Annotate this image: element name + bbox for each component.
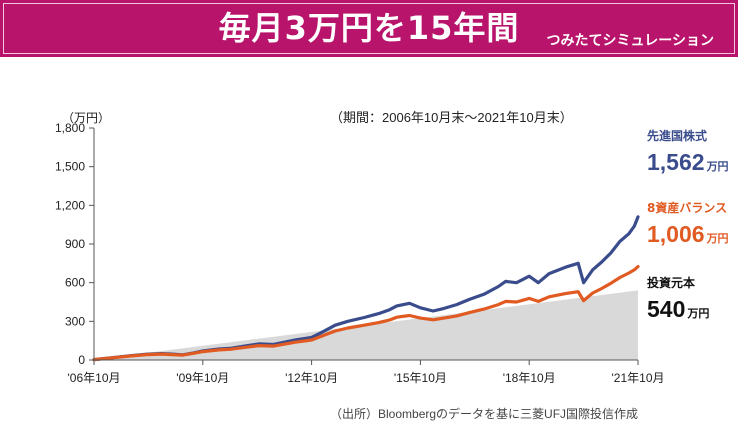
series-unit-label: 万円 [686,307,709,320]
y-unit-label: （万円） [62,111,110,125]
series-name-label: 投資元本 [647,275,695,290]
series-unit-label: 万円 [706,232,729,245]
banner-subtitle: つみたてシミュレーション [546,33,714,49]
period-label: （期間：2006年10月末〜2021年10月末） [330,110,573,125]
series-name-label: 8資産バランス [647,200,727,215]
x-tick-label: '06年10月 [68,371,121,385]
y-tick-label: 600 [65,276,85,290]
x-tick-label: '15年10月 [394,371,447,385]
y-tick-label: 1,200 [55,198,85,212]
banner-border [3,3,735,54]
banner-title: 毎月3万円を15年間 [218,9,520,47]
series-unit-label: 万円 [706,160,729,173]
y-tick-label: 1,500 [55,160,85,174]
plot-area [92,215,640,362]
series-final-value: 1,006 [647,221,705,247]
series-final-value: 1,562 [647,149,705,175]
y-tick-label: 900 [65,237,85,251]
x-tick-label: '18年10月 [503,371,556,385]
y-tick-label: 300 [65,314,85,328]
y-tick-label: 0 [78,353,85,367]
axes: 0 300 600 900 1,200 1,500 1,800 '06年10月 '09年10月 '… [55,121,665,385]
x-tick-label: '12年10月 [285,371,338,385]
y-tick-label: 1,800 [55,121,85,135]
x-tick-label: '09年10月 [176,371,229,385]
x-tick-label: '21年10月 [612,371,665,385]
series-final-value: 540 [647,296,685,322]
title-banner: 毎月3万円を15年間 つみたてシミュレーション [0,0,738,57]
series-name-label: 先進国株式 [647,128,707,143]
balanced-8-asset-line [92,265,640,362]
source-note: （出所）Bloombergのデータを基に三菱UFJ国際投信作成 [330,406,638,421]
